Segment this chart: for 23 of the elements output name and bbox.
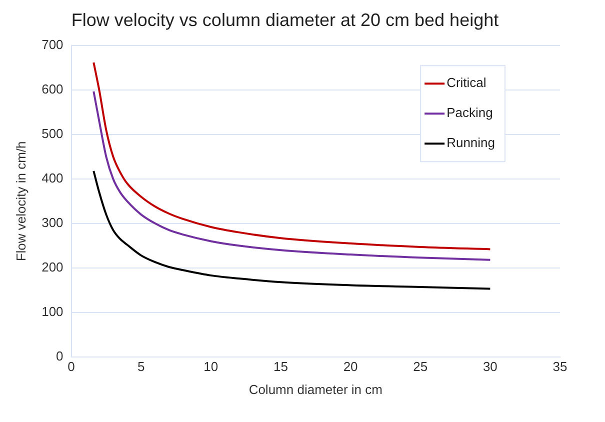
y-axis-title: Flow velocity in cm/h	[13, 141, 28, 262]
y-tick-label: 200	[42, 259, 64, 274]
x-tick-label: 35	[552, 359, 568, 374]
x-axis-title: Column diameter in cm	[248, 382, 382, 397]
chart-title: Flow velocity vs column diameter at 20 cm bed height	[71, 10, 499, 30]
x-tick-label: 15	[274, 359, 288, 374]
y-tick-label: 100	[42, 304, 64, 319]
y-tick-label: 400	[42, 170, 64, 186]
x-tick-label: 30	[482, 359, 498, 374]
x-tick-label: 5	[137, 359, 145, 374]
y-tick-label: 300	[42, 215, 64, 230]
y-tick-label: 500	[42, 126, 64, 142]
x-tick-label: 20	[343, 359, 358, 374]
legend-label: Packing	[446, 105, 493, 120]
x-tick-label: 25	[413, 359, 428, 374]
y-tick-label: 700	[42, 37, 64, 52]
x-tick-label: 10	[204, 359, 218, 374]
x-tick-label: 0	[68, 359, 75, 374]
line-series	[92, 170, 492, 290]
y-tick-label: 600	[42, 82, 64, 97]
legend-label: Critical	[446, 75, 486, 90]
y-tick-label: 0	[56, 348, 64, 364]
legend-label: Running	[446, 135, 496, 150]
